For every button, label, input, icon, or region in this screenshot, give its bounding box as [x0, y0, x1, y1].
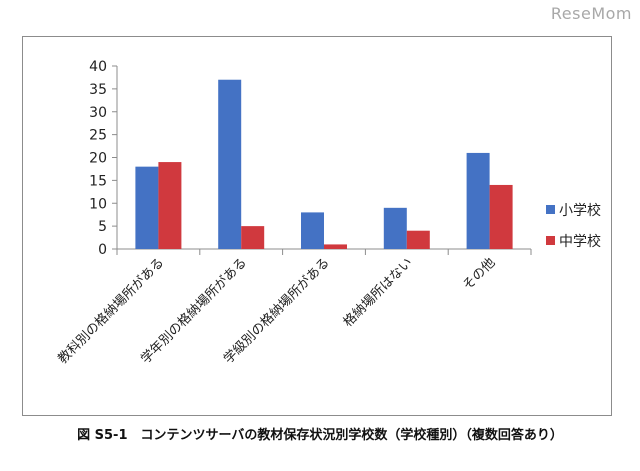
- bar-junior-high-1: [241, 226, 265, 249]
- figure-caption: 図 S5-1 コンテンツサーバの教材保存状況別学校数（学校種別）（複数回答あり）: [77, 428, 563, 443]
- bar-junior-high-4: [489, 184, 513, 249]
- y-tick-label: 10: [89, 196, 107, 212]
- bar-chart: 0510152025303540教科別の格納場所がある学年別の格納場所がある学級…: [55, 59, 601, 367]
- bar-junior-high-0: [158, 162, 182, 249]
- bar-elementary-1: [218, 79, 242, 249]
- bar-junior-high-2: [324, 244, 347, 249]
- y-tick-label: 20: [89, 151, 107, 167]
- bar-elementary-3: [383, 207, 407, 249]
- x-category-label: 格納場所はない: [340, 255, 416, 331]
- x-category-label: その他: [460, 255, 498, 293]
- legend-swatch-0: [546, 205, 555, 214]
- y-tick-label: 15: [89, 173, 107, 189]
- y-tick-label: 30: [89, 105, 107, 121]
- resemom-watermark: ReseMom: [550, 4, 632, 23]
- bar-junior-high-3: [406, 230, 430, 249]
- y-tick-label: 35: [89, 82, 107, 98]
- bar-elementary-4: [466, 152, 490, 249]
- y-tick-label: 25: [89, 128, 107, 144]
- y-tick-label: 40: [89, 59, 107, 75]
- y-tick-label: 5: [98, 219, 107, 235]
- bar-elementary-0: [135, 166, 159, 249]
- chart-frame: 0 5 10 15 20 25 30 35 40 教科別の格納場所がある 学年別の格納場所がある 学級…: [22, 36, 612, 416]
- legend-label-0: 小学校: [559, 202, 601, 219]
- y-tick-label: 0: [98, 242, 107, 258]
- legend-swatch-1: [546, 236, 555, 245]
- legend-label-1: 中学校: [559, 233, 601, 250]
- bar-elementary-2: [301, 212, 324, 249]
